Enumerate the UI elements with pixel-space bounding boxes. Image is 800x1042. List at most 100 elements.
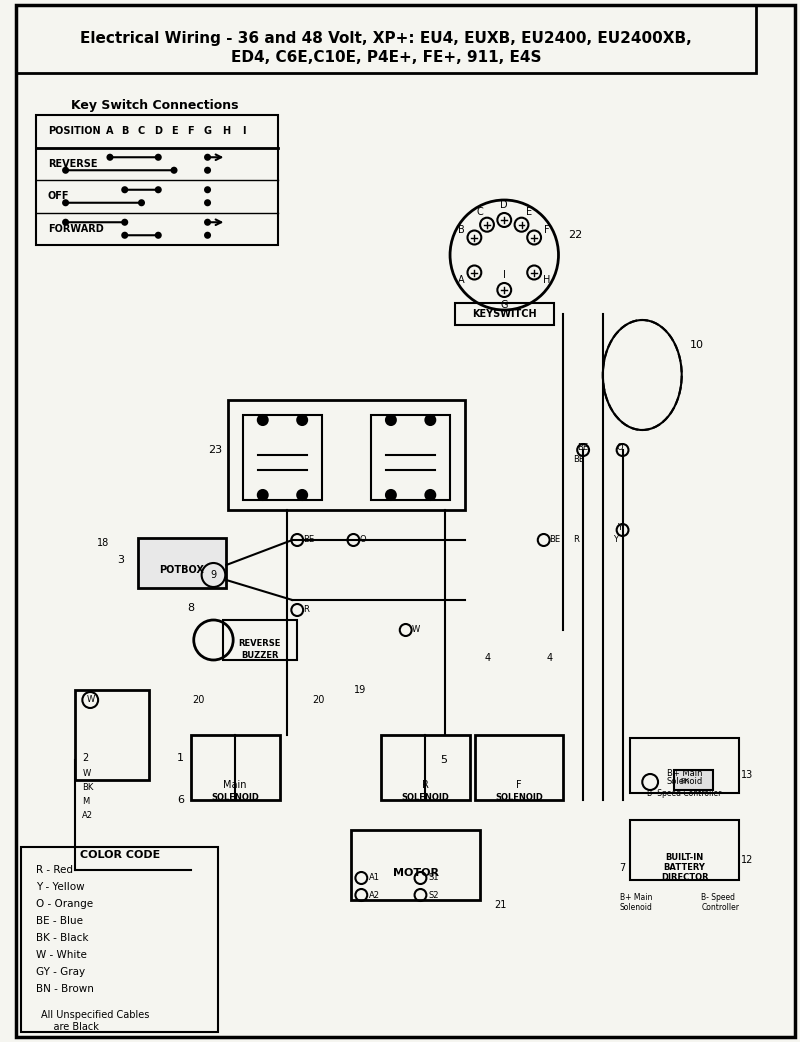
Text: MOTOR: MOTOR [393,868,438,878]
Text: All Unspecified Cables
    are Black: All Unspecified Cables are Black [41,1010,150,1032]
Circle shape [156,188,161,193]
Bar [455,303,554,325]
Circle shape [205,168,210,173]
Text: BK - Black: BK - Black [36,933,89,943]
Text: H: H [543,275,550,286]
Text: BK: BK [82,784,94,793]
Text: O: O [617,443,623,451]
Text: GY - Gray: GY - Gray [36,967,85,977]
Circle shape [205,220,210,225]
Text: BE: BE [574,455,584,465]
Text: E: E [170,126,178,137]
Text: COLOR CODE: COLOR CODE [80,850,161,860]
Text: A: A [106,126,114,137]
Circle shape [107,155,113,159]
Text: R - Red: R - Red [36,865,73,875]
Text: Main: Main [223,780,247,790]
Text: S2: S2 [428,891,439,899]
Text: I: I [503,270,506,280]
Bar [630,820,739,880]
Text: A2: A2 [82,812,94,820]
Circle shape [122,188,127,193]
Text: KEYSWITCH: KEYSWITCH [472,309,537,319]
Text: BUZZER: BUZZER [241,650,278,660]
Text: A2: A2 [370,891,380,899]
Text: 1: 1 [177,753,184,763]
Text: W - White: W - White [36,950,87,960]
Text: Y: Y [613,536,618,545]
Text: 4: 4 [485,653,490,663]
Circle shape [298,415,307,425]
Circle shape [156,232,161,238]
Bar [190,735,279,800]
Text: B- Speed Controller: B- Speed Controller [647,789,722,797]
Text: POSITION: POSITION [48,126,101,137]
Text: REVERSE: REVERSE [238,639,281,647]
Text: E: E [526,206,532,217]
Text: 4: 4 [546,653,553,663]
Circle shape [258,490,268,500]
Text: 7: 7 [620,863,626,873]
Circle shape [205,232,210,238]
Circle shape [63,168,68,173]
Text: Controller: Controller [702,903,739,913]
Bar [351,830,480,900]
Bar [381,735,470,800]
Circle shape [386,490,396,500]
Text: 2: 2 [82,753,89,763]
Bar [630,738,739,793]
Bar [228,400,465,510]
Text: BE: BE [550,536,561,545]
Text: W: W [86,695,94,704]
Circle shape [63,220,68,225]
Text: H: H [222,126,230,137]
Text: 10: 10 [690,340,703,350]
Text: B+ Main: B+ Main [620,893,652,902]
Text: SOLENOID: SOLENOID [402,793,450,801]
Text: B+ Main: B+ Main [667,769,702,777]
Text: SOLENOID: SOLENOID [211,793,259,801]
Circle shape [156,155,161,159]
Text: BE - Blue: BE - Blue [36,916,83,926]
Text: 9: 9 [210,570,217,580]
Bar [75,690,150,780]
Text: SOLENOID: SOLENOID [495,793,543,801]
Text: 6: 6 [177,795,184,805]
Text: 21: 21 [494,900,506,910]
Text: W: W [412,625,420,635]
Text: 5: 5 [440,755,447,765]
Text: M: M [82,797,90,807]
Circle shape [386,415,396,425]
Text: S1: S1 [428,873,439,883]
Text: 12: 12 [741,855,754,865]
Bar [371,415,450,500]
Text: Electrical Wiring - 36 and 48 Volt, XP+: EU4, EUXB, EU2400, EU2400XB,: Electrical Wiring - 36 and 48 Volt, XP+:… [80,30,692,46]
Bar [223,620,298,660]
Text: R: R [422,780,429,790]
Text: OFF: OFF [48,192,70,201]
Bar [243,415,322,500]
Text: D: D [154,126,162,137]
Text: BK: BK [680,778,690,784]
Text: DIRECTOR: DIRECTOR [661,873,709,883]
Text: G: G [501,300,508,311]
Text: G: G [203,126,211,137]
Text: C: C [138,126,145,137]
Text: BN - Brown: BN - Brown [36,984,94,994]
Text: 20: 20 [312,695,325,705]
Text: BE: BE [578,443,588,451]
Text: 13: 13 [741,770,753,780]
Circle shape [205,200,210,205]
Circle shape [122,232,127,238]
Text: Y: Y [617,522,622,531]
Text: 20: 20 [192,695,204,705]
Circle shape [426,490,435,500]
Circle shape [426,415,435,425]
Text: BE: BE [303,536,314,545]
Text: F: F [187,126,194,137]
Text: 19: 19 [354,685,366,695]
Text: B- Speed: B- Speed [702,893,735,902]
Text: 8: 8 [187,603,194,613]
Text: B: B [121,126,129,137]
Text: 3: 3 [117,555,124,565]
